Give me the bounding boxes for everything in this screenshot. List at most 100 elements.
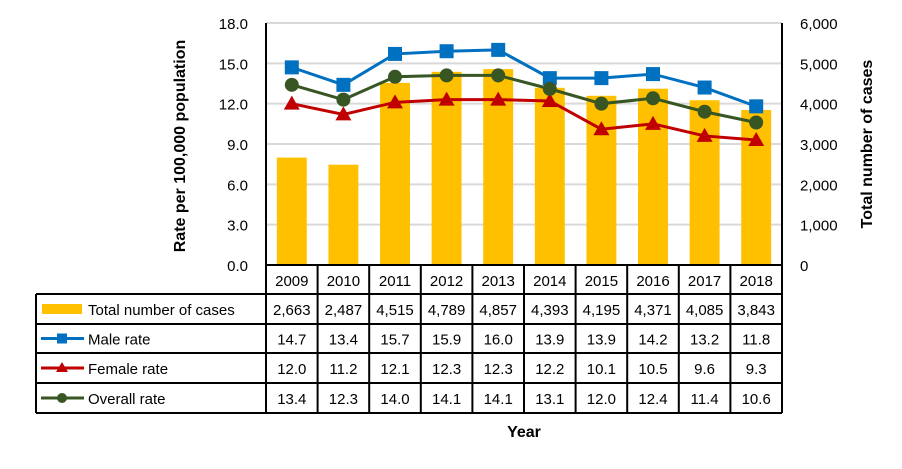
- table-cell: 4,857: [479, 302, 517, 319]
- table-row-female-rate: Female rate 12.0 11.2 12.1 12.3 12.3 12.2 10.1 1…: [41, 361, 767, 378]
- table-cell: 13.2: [690, 332, 719, 349]
- right-tick-label: 1,000: [800, 218, 838, 235]
- table-cell: 2,663: [273, 302, 311, 319]
- overall-rate-point: [594, 96, 609, 111]
- female-rate-point: [645, 115, 661, 130]
- x-tick-label: 2017: [688, 273, 721, 290]
- table-cell: 14.1: [484, 391, 513, 408]
- axes: [265, 23, 783, 265]
- series-male-rate: [284, 42, 764, 114]
- male-rate-point: [336, 77, 351, 92]
- overall-rate-point: [388, 69, 402, 84]
- overall-rate-point: [439, 68, 454, 83]
- table-cell: 13.9: [535, 332, 564, 349]
- table-cell: 4,393: [531, 302, 569, 319]
- table-cell: 13.9: [587, 332, 616, 349]
- left-axis-title: Rate per 100,000 population: [172, 40, 189, 253]
- bar-2016: [638, 88, 668, 265]
- legend-label: Male rate: [88, 332, 151, 349]
- table-cell: 10.6: [742, 391, 771, 408]
- bar-2009: [276, 157, 307, 265]
- table-cell: 12.4: [638, 391, 667, 408]
- bar-series-total-cases: [276, 69, 772, 266]
- female-rate-point: [541, 92, 558, 107]
- x-tick-label: 2011: [379, 273, 411, 290]
- table-cell: 12.3: [484, 361, 513, 378]
- table-row-male-rate: Male rate 14.7 13.4 15.7 15.9 16.0 13.9 13.9 14.…: [41, 332, 770, 349]
- overall-rate-point: [749, 115, 764, 130]
- x-tick-label: 2015: [585, 273, 618, 290]
- right-axis-ticks: 0 1,000 2,000 3,000 4,000 5,000 6,000: [800, 16, 838, 275]
- female-rate-point: [335, 106, 352, 121]
- left-tick-label: 12.0: [219, 97, 248, 114]
- table-cell: 9.6: [694, 361, 715, 378]
- right-tick-label: 6,000: [800, 16, 838, 33]
- table-cell: 4,789: [428, 302, 466, 319]
- table-cell: 4,515: [376, 302, 414, 319]
- left-tick-label: 6.0: [227, 177, 248, 194]
- male-rate-point: [749, 99, 764, 114]
- table-row-total-number-of-cases: Total number of cases 2,663 2,487 4,515 4,78…: [42, 302, 775, 319]
- legend-key-marker: [57, 333, 67, 344]
- table-row-overall-rate: Overall rate 13.4 12.3 14.0 14.1 14.1 13.1 12.0…: [41, 391, 771, 408]
- table-cell: 14.7: [277, 332, 306, 349]
- male-rate-point: [594, 71, 609, 86]
- right-tick-label: 4,000: [800, 97, 838, 114]
- legend-label: Overall rate: [88, 391, 166, 408]
- table-cell: 4,371: [634, 302, 672, 319]
- female-rate-point: [283, 95, 300, 110]
- male-rate-point: [646, 67, 660, 82]
- x-tick-label: 2009: [275, 273, 308, 290]
- male-rate-point: [284, 60, 299, 75]
- female-rate-point: [490, 91, 507, 106]
- right-tick-label: 5,000: [800, 56, 838, 73]
- x-tick-label: 2016: [636, 273, 669, 290]
- table-cell: 11.8: [742, 332, 770, 349]
- left-tick-label: 9.0: [227, 137, 248, 154]
- overall-rate-point: [336, 92, 351, 107]
- table-cell: 11.4: [691, 391, 719, 408]
- table-cell: 2,487: [325, 302, 363, 319]
- overall-rate-point: [284, 77, 299, 92]
- table-cell: 4,085: [686, 302, 724, 319]
- x-tick-label: 2014: [533, 273, 566, 290]
- bar-2010: [328, 164, 359, 265]
- overall-rate-line: [291, 73, 757, 124]
- legend-label: Female rate: [88, 361, 168, 378]
- x-tick-label: 2010: [327, 273, 360, 290]
- x-tick-label: 2013: [482, 273, 515, 290]
- female-rate-point: [438, 91, 455, 106]
- bar-2011: [380, 82, 410, 266]
- table-cell: 12.3: [329, 391, 358, 408]
- male-rate-point: [491, 42, 506, 57]
- legend-key-marker: [57, 393, 67, 403]
- left-tick-label: 0.0: [227, 258, 248, 275]
- table-cell: 15.7: [380, 332, 409, 349]
- table-cell: 14.2: [638, 332, 667, 349]
- table-cell: 13.4: [277, 391, 306, 408]
- right-tick-label: 2,000: [800, 177, 838, 194]
- overall-rate-point: [646, 91, 660, 106]
- table-cell: 10.1: [587, 361, 616, 378]
- table-cell: 11.2: [329, 361, 357, 378]
- male-rate-line: [291, 48, 757, 108]
- table-cell: 15.9: [432, 332, 461, 349]
- male-rate-point: [388, 46, 402, 61]
- x-axis-title: Year: [507, 424, 541, 441]
- table-cell: 12.0: [277, 361, 306, 378]
- table-cell: 16.0: [484, 332, 513, 349]
- female-rate-line: [291, 98, 757, 142]
- table-cell: 12.3: [432, 361, 461, 378]
- bar-2014: [534, 87, 565, 265]
- left-tick-label: 3.0: [227, 218, 248, 235]
- table-cell: 12.2: [535, 361, 564, 378]
- right-tick-label: 0: [800, 258, 808, 275]
- table-cell: 13.1: [535, 391, 564, 408]
- female-rate-point: [387, 94, 403, 109]
- left-tick-label: 18.0: [219, 16, 248, 33]
- table-cell: 14.0: [380, 391, 409, 408]
- bar-2015: [586, 95, 617, 265]
- series-overall-rate: [284, 68, 764, 130]
- female-rate-point: [593, 121, 610, 136]
